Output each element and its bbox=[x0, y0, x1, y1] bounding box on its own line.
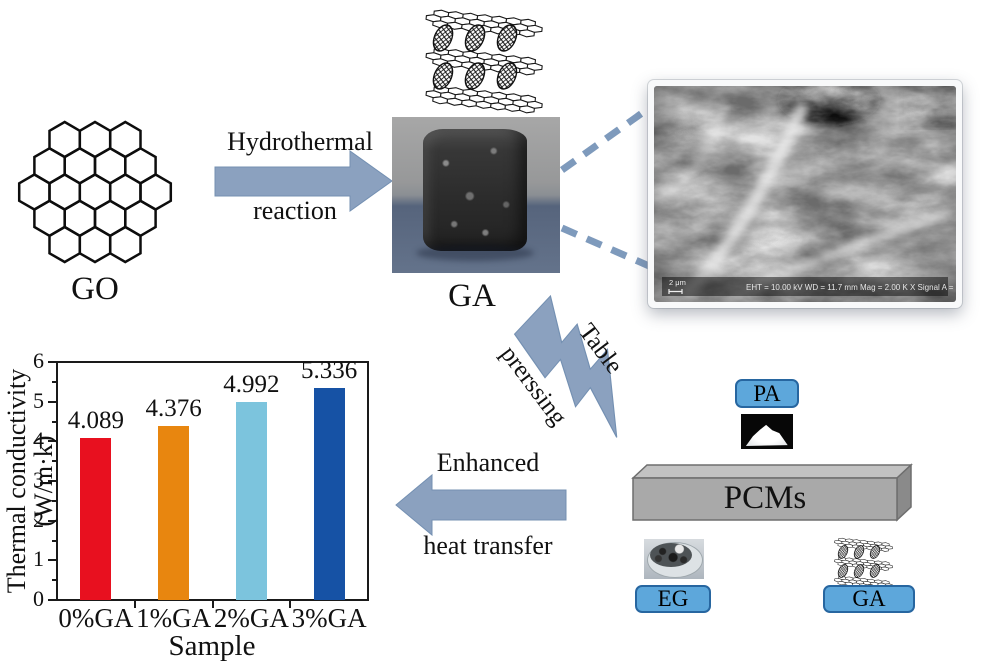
pa-chip-label: PA bbox=[753, 380, 781, 406]
bar-value-label: 4.376 bbox=[145, 395, 202, 423]
y-tick-label: 3 bbox=[33, 467, 44, 492]
y-tick bbox=[48, 400, 57, 403]
sem-image-card: 2 μm EHT = 10.00 kV WD = 11.7 mm Mag = 2… bbox=[648, 80, 962, 308]
pcms-label: PCMs bbox=[723, 480, 807, 516]
y-tick-label: 6 bbox=[33, 348, 44, 373]
x-tick bbox=[133, 600, 136, 608]
bar-2%GA bbox=[235, 401, 267, 600]
dashed-connector-bottom bbox=[560, 224, 658, 273]
bar-1%GA bbox=[158, 426, 190, 600]
pa-chip: PA bbox=[735, 379, 799, 408]
y-minor-tick bbox=[52, 460, 57, 463]
eg-flakes bbox=[650, 543, 692, 567]
ga-chip: GA bbox=[823, 585, 915, 613]
arrow-left-icon bbox=[395, 473, 567, 537]
ga-cylinder bbox=[423, 129, 527, 251]
sem-info-text: EHT = 10.00 kV WD = 11.7 mm Mag = 2.00 K… bbox=[746, 283, 956, 292]
ga-aerogel-photo bbox=[392, 117, 560, 273]
eg-chip-label: EG bbox=[657, 586, 689, 611]
chart-x-axis-title: Sample bbox=[168, 630, 256, 662]
y-tick bbox=[48, 480, 57, 482]
x-tick bbox=[211, 600, 214, 608]
bar-value-label: 4.089 bbox=[67, 406, 124, 434]
go-lattice-graphic bbox=[17, 120, 173, 264]
y-tick-label: 4 bbox=[33, 427, 44, 453]
y-tick-label: 5 bbox=[33, 387, 44, 413]
x-category-label: 2%GA bbox=[213, 603, 289, 633]
bar-3%GA bbox=[313, 388, 345, 600]
pcms-box-graphic bbox=[631, 463, 913, 522]
sem-info-bar bbox=[662, 277, 948, 296]
enhanced-label-line2: heat transfer bbox=[423, 531, 553, 560]
x-category-label: 1%GA bbox=[136, 603, 212, 633]
arrow-right-icon bbox=[214, 150, 393, 212]
y-tick-label: 1 bbox=[33, 546, 44, 572]
sem-scale-label: 2 μm bbox=[669, 278, 686, 287]
y-tick bbox=[48, 599, 57, 601]
bar-value-label: 4.992 bbox=[223, 370, 280, 398]
graphene-stack-mini-graphic bbox=[834, 537, 893, 590]
bar-value-label: 5.336 bbox=[301, 357, 358, 385]
y-tick bbox=[48, 519, 57, 522]
pcms-box-front-face bbox=[632, 477, 898, 521]
sem-scale-bar bbox=[668, 289, 683, 294]
y-tick-label: 2 bbox=[33, 506, 44, 532]
lightning-bolt-icon bbox=[513, 294, 618, 438]
y-minor-tick bbox=[52, 579, 57, 582]
y-tick-label: 0 bbox=[33, 586, 44, 611]
y-minor-tick bbox=[52, 380, 57, 383]
go-label: GO bbox=[71, 271, 119, 307]
sem-vignette bbox=[654, 86, 956, 302]
sem-image: 2 μm EHT = 10.00 kV WD = 11.7 mm Mag = 2… bbox=[654, 86, 956, 302]
x-category-label: 0%GA bbox=[58, 603, 134, 633]
y-minor-tick bbox=[52, 539, 57, 542]
x-tick bbox=[289, 600, 292, 608]
y-tick bbox=[48, 440, 57, 443]
hydrothermal-label-line2: reaction bbox=[253, 196, 337, 225]
ga-reflection bbox=[416, 245, 534, 261]
y-tick bbox=[48, 361, 57, 363]
y-minor-tick bbox=[52, 499, 57, 502]
ga-label: GA bbox=[448, 278, 496, 314]
y-minor-tick bbox=[52, 420, 57, 423]
eg-flakes-photo bbox=[644, 539, 704, 579]
chart-y-axis-title: Thermal conductivity (W/m·k) bbox=[2, 368, 59, 594]
eg-chip: EG bbox=[635, 585, 711, 613]
x-category-label: 3%GA bbox=[291, 603, 367, 633]
y-tick bbox=[48, 559, 57, 562]
dashed-connector-top bbox=[559, 103, 655, 173]
pa-powder-photo bbox=[741, 414, 793, 449]
bar-0%GA bbox=[80, 437, 112, 600]
hydrothermal-label-line1: Hydrothermal bbox=[227, 127, 373, 156]
graphene-stack-graphic bbox=[425, 9, 543, 114]
enhanced-label-line1: Enhanced bbox=[436, 448, 540, 477]
ga-chip-label: GA bbox=[852, 586, 886, 611]
